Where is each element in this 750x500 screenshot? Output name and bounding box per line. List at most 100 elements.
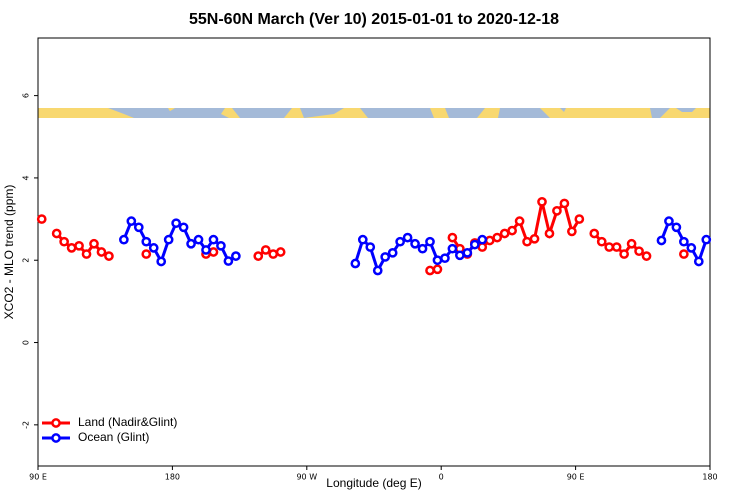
data-point <box>171 218 181 229</box>
data-point <box>469 239 480 250</box>
x-tick-label: 90 W <box>296 473 317 482</box>
data-point <box>447 232 458 243</box>
data-point <box>59 236 69 247</box>
data-point <box>141 236 152 247</box>
data-point <box>201 245 211 255</box>
data-point <box>567 226 577 237</box>
x-tick-label: 180 <box>165 473 180 482</box>
data-point <box>432 264 443 275</box>
data-point <box>186 238 196 249</box>
data-point <box>544 228 555 239</box>
data-point <box>410 238 420 249</box>
y-tick-label: 2 <box>22 258 31 263</box>
data-point <box>89 238 99 249</box>
data-point <box>596 236 607 247</box>
y-axis-label: XCO2 - MLO trend (ppm) <box>2 185 16 320</box>
data-point <box>701 234 712 245</box>
data-point <box>119 234 129 245</box>
data-point <box>634 246 644 257</box>
data-point <box>455 250 465 261</box>
data-point <box>141 249 152 259</box>
data-point <box>350 258 361 269</box>
legend-label: Land (Nadir&Glint) <box>78 415 177 429</box>
data-point <box>619 249 629 259</box>
data-point <box>357 234 368 245</box>
data-point <box>402 232 413 243</box>
x-tick-label: 90 E <box>29 473 47 482</box>
data-point <box>208 247 219 257</box>
y-tick-label: 6 <box>22 93 31 98</box>
data-point <box>36 214 47 224</box>
data-point <box>492 232 503 243</box>
data-point <box>260 245 271 255</box>
data-point <box>626 238 637 249</box>
x-tick-label: 0 <box>439 473 444 482</box>
data-point <box>223 256 234 266</box>
legend-marker <box>51 418 61 428</box>
data-point <box>671 222 682 233</box>
data-point <box>686 243 697 253</box>
data-point <box>656 235 667 246</box>
data-point <box>477 234 488 245</box>
data-point <box>74 240 84 251</box>
data-point <box>178 222 189 233</box>
data-point <box>529 233 540 244</box>
data-point <box>432 255 443 266</box>
data-point <box>208 234 219 245</box>
x-tick-label: 90 E <box>567 473 585 482</box>
data-point <box>372 265 383 276</box>
data-point <box>462 247 473 258</box>
data-point <box>380 252 391 262</box>
data-point <box>559 198 570 209</box>
data-point <box>216 240 226 251</box>
data-point <box>253 251 264 261</box>
data-point <box>156 256 167 267</box>
data-point <box>589 228 600 239</box>
plot-frame <box>37 37 711 467</box>
data-point <box>231 251 241 261</box>
data-point <box>522 236 532 247</box>
legend-marker <box>51 433 61 443</box>
data-point <box>447 243 458 254</box>
data-point <box>604 242 615 252</box>
y-tick-label: 4 <box>22 175 31 180</box>
data-point <box>507 225 517 236</box>
data-point <box>96 247 107 257</box>
data-point <box>440 253 450 264</box>
data-point <box>664 216 674 226</box>
data-point <box>679 249 689 259</box>
data-point <box>126 216 137 226</box>
data-point <box>66 243 77 253</box>
data-point <box>163 234 174 245</box>
data-point <box>268 249 279 259</box>
data-point <box>365 242 376 252</box>
data-point <box>552 205 562 216</box>
data-point <box>537 196 547 207</box>
data-point <box>387 247 398 258</box>
data-point <box>499 228 510 239</box>
data-point <box>514 216 525 226</box>
data-point <box>133 222 144 233</box>
data-point <box>81 249 92 259</box>
data-point <box>193 234 204 245</box>
data-point <box>477 242 488 252</box>
data-point <box>425 265 435 276</box>
data-point <box>641 251 652 261</box>
data-point <box>417 243 428 254</box>
y-tick-label: -2 <box>22 421 31 429</box>
x-tick-label: 180 <box>702 473 717 482</box>
data-point <box>611 242 622 252</box>
data-point <box>275 247 286 257</box>
series-line <box>57 202 684 271</box>
y-tick-label: 0 <box>22 340 31 345</box>
x-axis-label: Longitude (deg E) <box>326 476 421 490</box>
data-point <box>51 228 62 239</box>
data-point <box>679 236 689 247</box>
chart-title: 55N-60N March (Ver 10) 2015-01-01 to 202… <box>189 11 559 28</box>
data-point <box>395 236 405 247</box>
data-point <box>574 214 585 224</box>
data-point <box>425 236 435 247</box>
data-point <box>104 251 114 261</box>
legend-label: Ocean (Glint) <box>78 430 149 444</box>
